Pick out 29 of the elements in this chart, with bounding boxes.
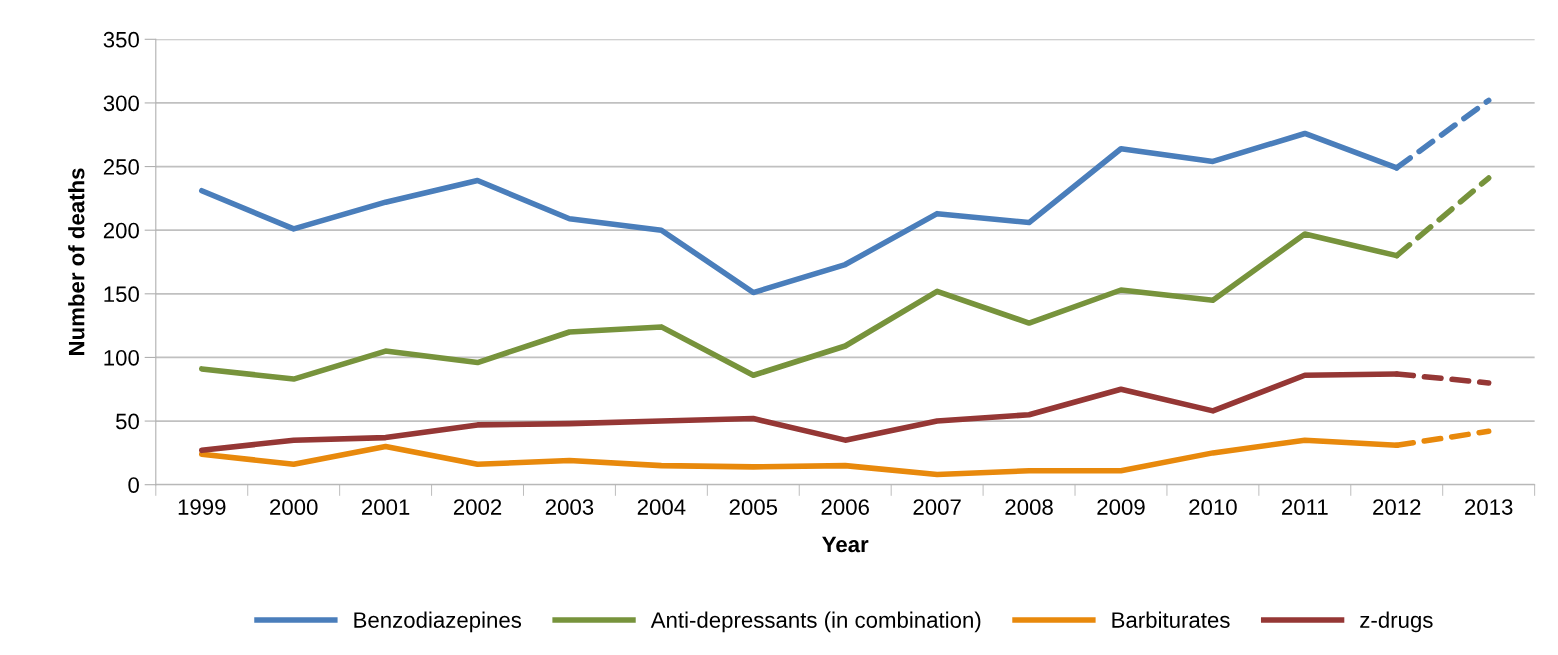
x-tick-label: 2000: [270, 499, 318, 515]
y-tick-label: 350: [103, 31, 139, 48]
y-axis-title: Number of deaths: [68, 168, 85, 355]
y-tick-label: 50: [116, 413, 139, 430]
x-tick-label: 1999: [178, 499, 226, 515]
x-tick-label: 2013: [1465, 499, 1513, 515]
y-tick-label: 250: [103, 159, 139, 175]
x-tick-label: 2004: [637, 499, 686, 515]
y-tick-label: 150: [104, 286, 139, 303]
x-tick-label: 2009: [1097, 499, 1145, 515]
x-axis-title: Year: [822, 536, 869, 553]
x-tick-label: 2005: [729, 499, 778, 515]
legend-label: z-drugs: [1360, 611, 1433, 633]
y-tick-label: 300: [103, 95, 139, 112]
legend-label: Anti-depressants (in combination): [650, 611, 981, 633]
y-tick-label: 0: [128, 477, 139, 493]
x-tick-label: 2002: [453, 499, 502, 515]
x-tick-label: 2008: [1005, 499, 1053, 515]
x-tick-label: 2006: [821, 499, 869, 515]
y-tick-label: 200: [103, 222, 139, 239]
y-tick-label: 100: [104, 349, 139, 366]
legend-label: Benzodiazepines: [354, 611, 522, 633]
x-tick-label: 2011: [1282, 499, 1328, 515]
legend-label: Barbiturates: [1112, 611, 1230, 628]
x-tick-label: 2012: [1373, 499, 1421, 515]
x-tick-label: 2010: [1189, 499, 1237, 515]
x-tick-label: 2001: [362, 499, 410, 515]
x-tick-label: 2007: [913, 499, 961, 515]
x-tick-label: 2003: [545, 499, 594, 515]
